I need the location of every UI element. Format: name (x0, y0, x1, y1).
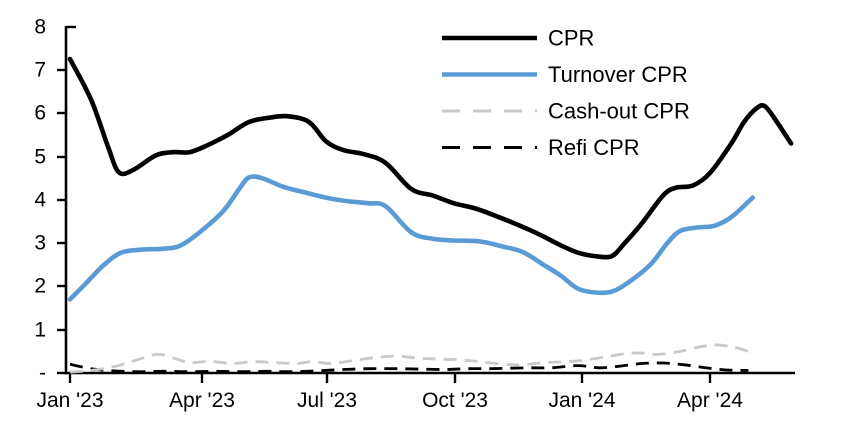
legend-label-cash-out-cpr: Cash-out CPR (548, 99, 690, 124)
x-tick-label: Jan '23 (36, 389, 103, 412)
x-axis-labels: Jan '23 Apr '23 Jul '23 Oct '23 Jan '24 … (36, 389, 743, 412)
legend-label-refi-cpr: Refi CPR (548, 135, 640, 160)
legend-label-cpr: CPR (548, 26, 594, 51)
y-tick-label: 5 (34, 146, 46, 169)
y-tick-label: 8 (34, 16, 46, 39)
series-lines (67, 56, 794, 374)
y-tick-label: 3 (34, 232, 46, 255)
y-axis-labels: 8 7 6 5 4 3 2 1 - (34, 16, 46, 385)
legend-label-turnover-cpr: Turnover CPR (548, 62, 688, 87)
y-axis-ticks (57, 25, 76, 375)
y-tick-label: 1 (34, 319, 46, 342)
x-axis-ticks (68, 373, 712, 383)
y-tick-label: - (39, 362, 46, 385)
series-line-turnover-cpr (67, 174, 755, 302)
x-tick-label: Apr '24 (677, 389, 743, 412)
chart-legend: CPR Turnover CPR Cash-out CPR Refi CPR (442, 26, 690, 160)
y-tick-label: 7 (34, 59, 46, 82)
x-tick-label: Jan '24 (548, 389, 615, 412)
series-line-refi-cpr (69, 361, 749, 374)
x-tick-label: Apr '23 (169, 389, 235, 412)
y-tick-label: 2 (34, 275, 46, 298)
y-tick-label: 4 (34, 189, 46, 212)
x-tick-label: Oct '23 (422, 389, 488, 412)
x-tick-label: Jul '23 (297, 389, 357, 412)
series-line-cpr (67, 56, 794, 260)
y-tick-label: 6 (34, 102, 46, 125)
